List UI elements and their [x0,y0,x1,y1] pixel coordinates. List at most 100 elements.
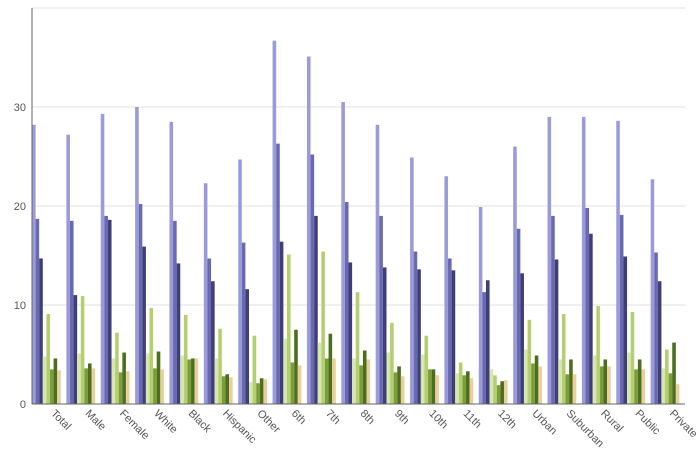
bar [393,372,398,404]
bar [657,281,662,404]
bar [561,313,566,404]
y-tick-label: 10 [14,300,26,312]
bar [290,362,295,404]
bar [428,369,432,404]
bar [53,358,58,404]
bar [249,382,253,404]
bar [547,116,552,405]
bar [203,183,208,404]
bar [410,157,414,404]
bar [538,366,542,404]
bar [294,329,298,404]
bar [341,102,345,405]
bar [523,349,528,404]
bar [672,342,676,404]
bar [42,356,47,404]
bar [238,159,242,404]
x-tick-label: Male [83,408,108,433]
bar [214,358,219,404]
bar [321,251,325,404]
bar [115,332,119,404]
bar [91,368,96,404]
axes [31,8,685,405]
bar [466,371,470,404]
bar [641,369,646,404]
bar [668,373,673,404]
x-tick-label: Private [667,408,700,441]
bar [397,366,401,404]
bar [599,366,604,404]
bar [478,206,483,404]
bar [107,219,112,404]
bar [57,370,61,404]
bar [39,258,43,404]
bar [355,292,360,404]
bar [160,369,164,404]
bar [218,328,222,404]
bar [225,374,230,404]
bar [352,358,356,404]
bar [176,263,181,404]
bar [569,359,573,404]
bar [435,375,439,404]
bar [169,121,174,404]
bar [496,385,501,404]
bar [462,375,467,404]
bar [585,207,590,404]
bar [317,342,322,404]
bar [551,215,555,404]
x-tick-label: Public [633,408,663,438]
bar [138,204,143,404]
bar [344,202,349,404]
bar [637,359,642,404]
bar [156,351,161,404]
y-tick-label: 20 [14,201,26,213]
bar [650,179,655,404]
bar [458,362,463,404]
bar [142,246,146,404]
bar [485,280,490,404]
x-tick-label: 9th [392,408,411,427]
bar [386,352,391,404]
bar [654,252,658,404]
x-tick-label: 6th [289,408,308,427]
bar [104,215,108,404]
x-tick-label: 7th [323,408,342,427]
bar [572,374,577,404]
bar [503,380,508,404]
bar [379,215,383,404]
bar [310,154,315,404]
bar [80,296,85,404]
bar [348,262,353,404]
bar [122,352,126,404]
bar [111,358,116,404]
x-tick-label: Rural [598,408,625,435]
bar [500,381,504,404]
bar [77,353,81,404]
bar [469,378,474,404]
bar [221,376,226,404]
bar [35,218,40,404]
bar [276,143,280,404]
bar [283,338,287,404]
bar [194,358,199,404]
bar [520,273,524,404]
bar [444,176,449,404]
bar [256,383,260,404]
bar [183,314,188,404]
bar [424,335,429,404]
bar [390,322,394,404]
bar [417,269,421,404]
bar [455,373,459,404]
bar [84,368,88,404]
bar [50,369,54,404]
bar [623,256,628,404]
bar [513,146,517,404]
bar [420,354,425,404]
y-tick-labels: 0 10 20 30 [14,102,26,411]
x-tick-label: Total [48,408,73,433]
bar [135,107,139,404]
bar [400,376,405,404]
bar [87,363,92,404]
bar [565,374,570,404]
